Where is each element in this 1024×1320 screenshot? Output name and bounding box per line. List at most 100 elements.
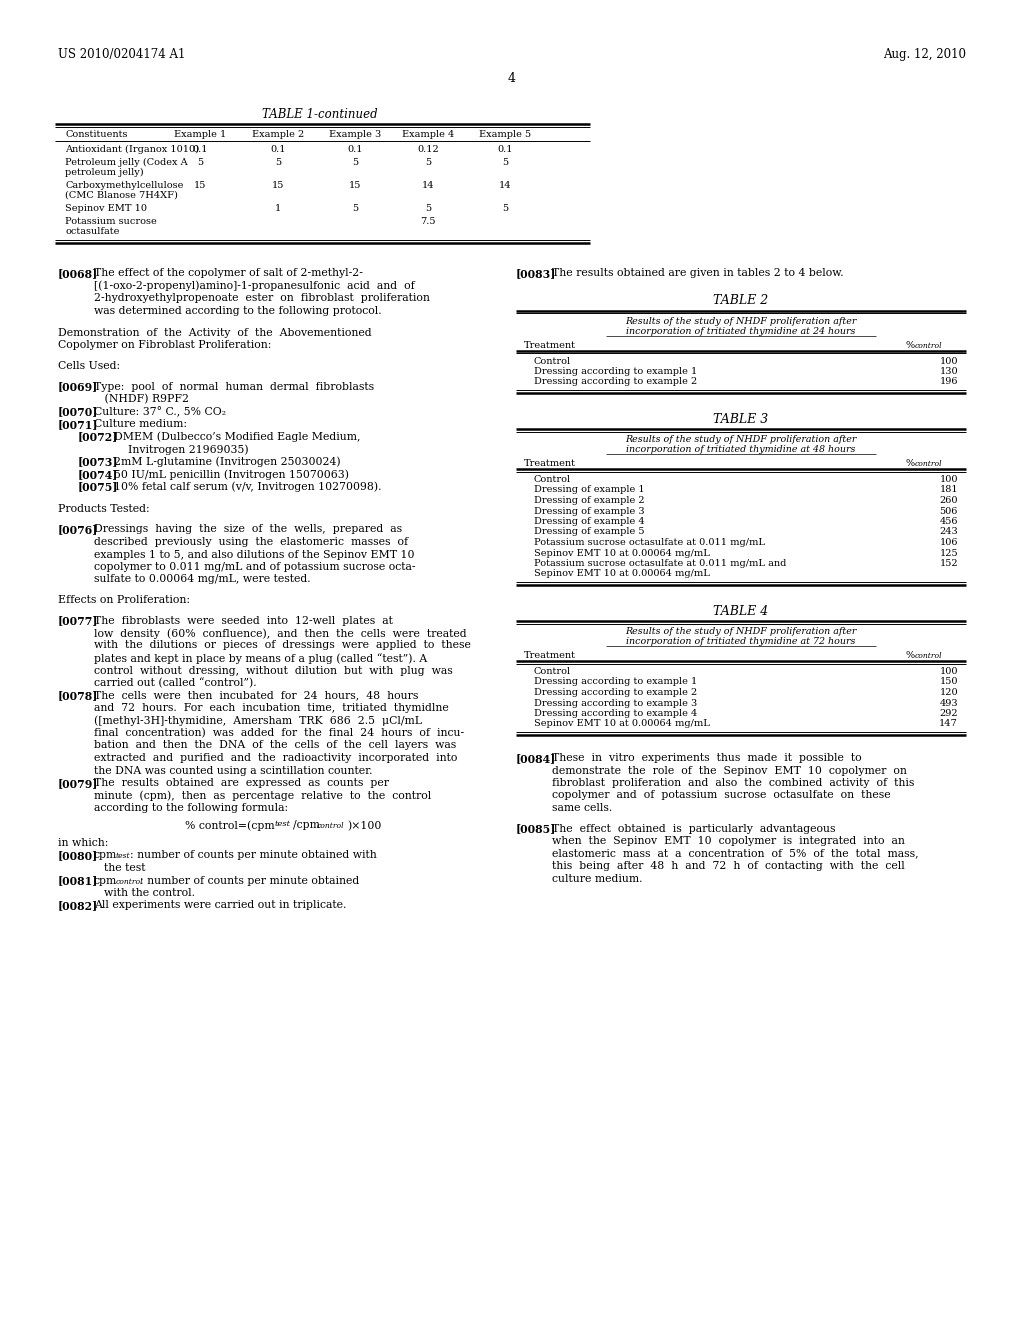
Text: control: control (915, 342, 943, 350)
Text: Effects on Proliferation:: Effects on Proliferation: (58, 595, 190, 605)
Text: described  previously  using  the  elastomeric  masses  of: described previously using the elastomer… (94, 537, 409, 546)
Text: The results obtained are given in tables 2 to 4 below.: The results obtained are given in tables… (552, 268, 844, 279)
Text: These  in  vitro  experiments  thus  made  it  possible  to: These in vitro experiments thus made it … (552, 752, 861, 763)
Text: Example 1: Example 1 (174, 129, 226, 139)
Text: [0069]: [0069] (58, 381, 98, 392)
Text: Demonstration  of  the  Activity  of  the  Abovementioned: Demonstration of the Activity of the Abo… (58, 327, 372, 338)
Text: minute  (cpm),  then  as  percentage  relative  to  the  control: minute (cpm), then as percentage relativ… (94, 791, 431, 801)
Text: fibroblast  proliferation  and  also  the  combined  activity  of  this: fibroblast proliferation and also the co… (552, 777, 914, 788)
Text: 0.1: 0.1 (347, 145, 362, 154)
Text: Dressing of example 2: Dressing of example 2 (534, 496, 645, 506)
Text: Results of the study of NHDF proliferation after: Results of the study of NHDF proliferati… (626, 436, 857, 444)
Text: Aug. 12, 2010: Aug. 12, 2010 (883, 48, 966, 61)
Text: [0082]: [0082] (58, 900, 98, 912)
Text: 50 IU/mL penicillin (Invitrogen 15070063): 50 IU/mL penicillin (Invitrogen 15070063… (114, 469, 349, 479)
Text: Control: Control (534, 356, 571, 366)
Text: (NHDF) R9PF2: (NHDF) R9PF2 (94, 393, 189, 404)
Text: 5: 5 (502, 205, 508, 213)
Text: Example 4: Example 4 (401, 129, 454, 139)
Text: Type:  pool  of  normal  human  dermal  fibroblasts: Type: pool of normal human dermal fibrob… (94, 381, 374, 392)
Text: 147: 147 (939, 719, 958, 729)
Text: control: control (915, 461, 943, 469)
Text: this  being  after  48  h  and  72  h  of  contacting  with  the  cell: this being after 48 h and 72 h of contac… (552, 861, 905, 871)
Text: [0084]: [0084] (516, 752, 556, 764)
Text: bation  and  then  the  DNA  of  the  cells  of  the  cell  layers  was: bation and then the DNA of the cells of … (94, 741, 457, 751)
Text: the test: the test (104, 863, 145, 873)
Text: cpm: cpm (94, 850, 118, 861)
Text: TABLE 3: TABLE 3 (714, 413, 769, 426)
Text: Example 5: Example 5 (479, 129, 531, 139)
Text: copolymer to 0.011 mg/mL and of potassium sucrose octa-: copolymer to 0.011 mg/mL and of potassiu… (94, 562, 416, 572)
Text: demonstrate  the  role  of  the  Sepinov  EMT  10  copolymer  on: demonstrate the role of the Sepinov EMT … (552, 766, 907, 776)
Text: 493: 493 (939, 698, 958, 708)
Text: 15: 15 (349, 181, 361, 190)
Text: incorporation of tritiated thymidine at 24 hours: incorporation of tritiated thymidine at … (627, 326, 856, 335)
Text: 292: 292 (939, 709, 958, 718)
Text: Cells Used:: Cells Used: (58, 360, 120, 371)
Text: TABLE 2: TABLE 2 (714, 294, 769, 308)
Text: 5: 5 (425, 158, 431, 168)
Text: 243: 243 (939, 528, 958, 536)
Text: : number of counts per minute obtained with: : number of counts per minute obtained w… (130, 850, 377, 861)
Text: 196: 196 (939, 378, 958, 387)
Text: 10% fetal calf serum (v/v, Invitrogen 10270098).: 10% fetal calf serum (v/v, Invitrogen 10… (114, 482, 382, 492)
Text: The effect of the copolymer of salt of 2-methyl-2-: The effect of the copolymer of salt of 2… (94, 268, 362, 279)
Text: elastomeric  mass  at  a  concentration  of  5%  of  the  total  mass,: elastomeric mass at a concentration of 5… (552, 849, 919, 858)
Text: % control=(cpm: % control=(cpm (185, 821, 275, 832)
Text: plates and kept in place by means of a plug (called “test”). A: plates and kept in place by means of a p… (94, 653, 427, 664)
Text: petroleum jelly): petroleum jelly) (65, 168, 143, 177)
Text: Dressing of example 4: Dressing of example 4 (534, 517, 645, 525)
Text: according to the following formula:: according to the following formula: (94, 803, 288, 813)
Text: octasulfate: octasulfate (65, 227, 120, 236)
Text: Potassium sucrose octasulfate at 0.011 mg/mL: Potassium sucrose octasulfate at 0.011 m… (534, 539, 765, 546)
Text: incorporation of tritiated thymidine at 72 hours: incorporation of tritiated thymidine at … (627, 638, 856, 645)
Text: 125: 125 (939, 549, 958, 557)
Text: extracted  and  purified  and  the  radioactivity  incorporated  into: extracted and purified and the radioacti… (94, 752, 458, 763)
Text: 2-hydroxyethylpropenoate  ester  on  fibroblast  proliferation: 2-hydroxyethylpropenoate ester on fibrob… (94, 293, 430, 304)
Text: Invitrogen 21969035): Invitrogen 21969035) (128, 444, 249, 454)
Text: 4: 4 (508, 73, 516, 84)
Text: culture medium.: culture medium. (552, 874, 642, 883)
Text: when  the  Sepinov  EMT  10  copolymer  is  integrated  into  an: when the Sepinov EMT 10 copolymer is int… (552, 836, 905, 846)
Text: Carboxymethylcellulose: Carboxymethylcellulose (65, 181, 183, 190)
Text: Dressing according to example 1: Dressing according to example 1 (534, 367, 697, 376)
Text: incorporation of tritiated thymidine at 48 hours: incorporation of tritiated thymidine at … (627, 445, 856, 454)
Text: same cells.: same cells. (552, 803, 612, 813)
Text: 456: 456 (939, 517, 958, 525)
Text: examples 1 to 5, and also dilutions of the Sepinov EMT 10: examples 1 to 5, and also dilutions of t… (94, 549, 415, 560)
Text: Petroleum jelly (Codex A: Petroleum jelly (Codex A (65, 158, 187, 168)
Text: [(1-oxo-2-propenyl)amino]-1-propanesulfonic  acid  and  of: [(1-oxo-2-propenyl)amino]-1-propanesulfo… (94, 281, 415, 292)
Text: Control: Control (534, 475, 571, 484)
Text: [0081]: [0081] (58, 875, 98, 887)
Text: 5: 5 (274, 158, 281, 168)
Text: [0076]: [0076] (58, 524, 98, 536)
Text: final  concentration)  was  added  for  the  final  24  hours  of  incu-: final concentration) was added for the f… (94, 729, 464, 738)
Text: was determined according to the following protocol.: was determined according to the followin… (94, 305, 382, 315)
Text: All experiments were carried out in triplicate.: All experiments were carried out in trip… (94, 900, 346, 911)
Text: control: control (116, 878, 143, 886)
Text: 260: 260 (939, 496, 958, 506)
Text: control: control (317, 822, 345, 830)
Text: 120: 120 (939, 688, 958, 697)
Text: TABLE 4: TABLE 4 (714, 605, 769, 618)
Text: 14: 14 (499, 181, 511, 190)
Text: the DNA was counted using a scintillation counter.: the DNA was counted using a scintillatio… (94, 766, 373, 776)
Text: 2mM L-glutamine (Invitrogen 25030024): 2mM L-glutamine (Invitrogen 25030024) (114, 457, 341, 467)
Text: 150: 150 (939, 677, 958, 686)
Text: Potassium sucrose octasulfate at 0.011 mg/mL and: Potassium sucrose octasulfate at 0.011 m… (534, 558, 786, 568)
Text: sulfate to 0.00064 mg/mL, were tested.: sulfate to 0.00064 mg/mL, were tested. (94, 574, 310, 585)
Text: test: test (116, 853, 131, 861)
Text: Treatment: Treatment (524, 459, 575, 469)
Text: control: control (915, 652, 943, 660)
Text: Constituents: Constituents (65, 129, 128, 139)
Text: 5: 5 (502, 158, 508, 168)
Text: The  results  obtained  are  expressed  as  counts  per: The results obtained are expressed as co… (94, 777, 389, 788)
Text: copolymer  and  of  potassium  sucrose  octasulfate  on  these: copolymer and of potassium sucrose octas… (552, 791, 891, 800)
Text: control  without  dressing,  without  dilution  but  with  plug  was: control without dressing, without diluti… (94, 665, 453, 676)
Text: [0078]: [0078] (58, 690, 98, 701)
Text: Dressing according to example 4: Dressing according to example 4 (534, 709, 697, 718)
Text: 506: 506 (940, 507, 958, 516)
Text: %: % (906, 651, 915, 660)
Text: TABLE 1-continued: TABLE 1-continued (262, 108, 378, 121)
Text: [0073]: [0073] (78, 457, 119, 467)
